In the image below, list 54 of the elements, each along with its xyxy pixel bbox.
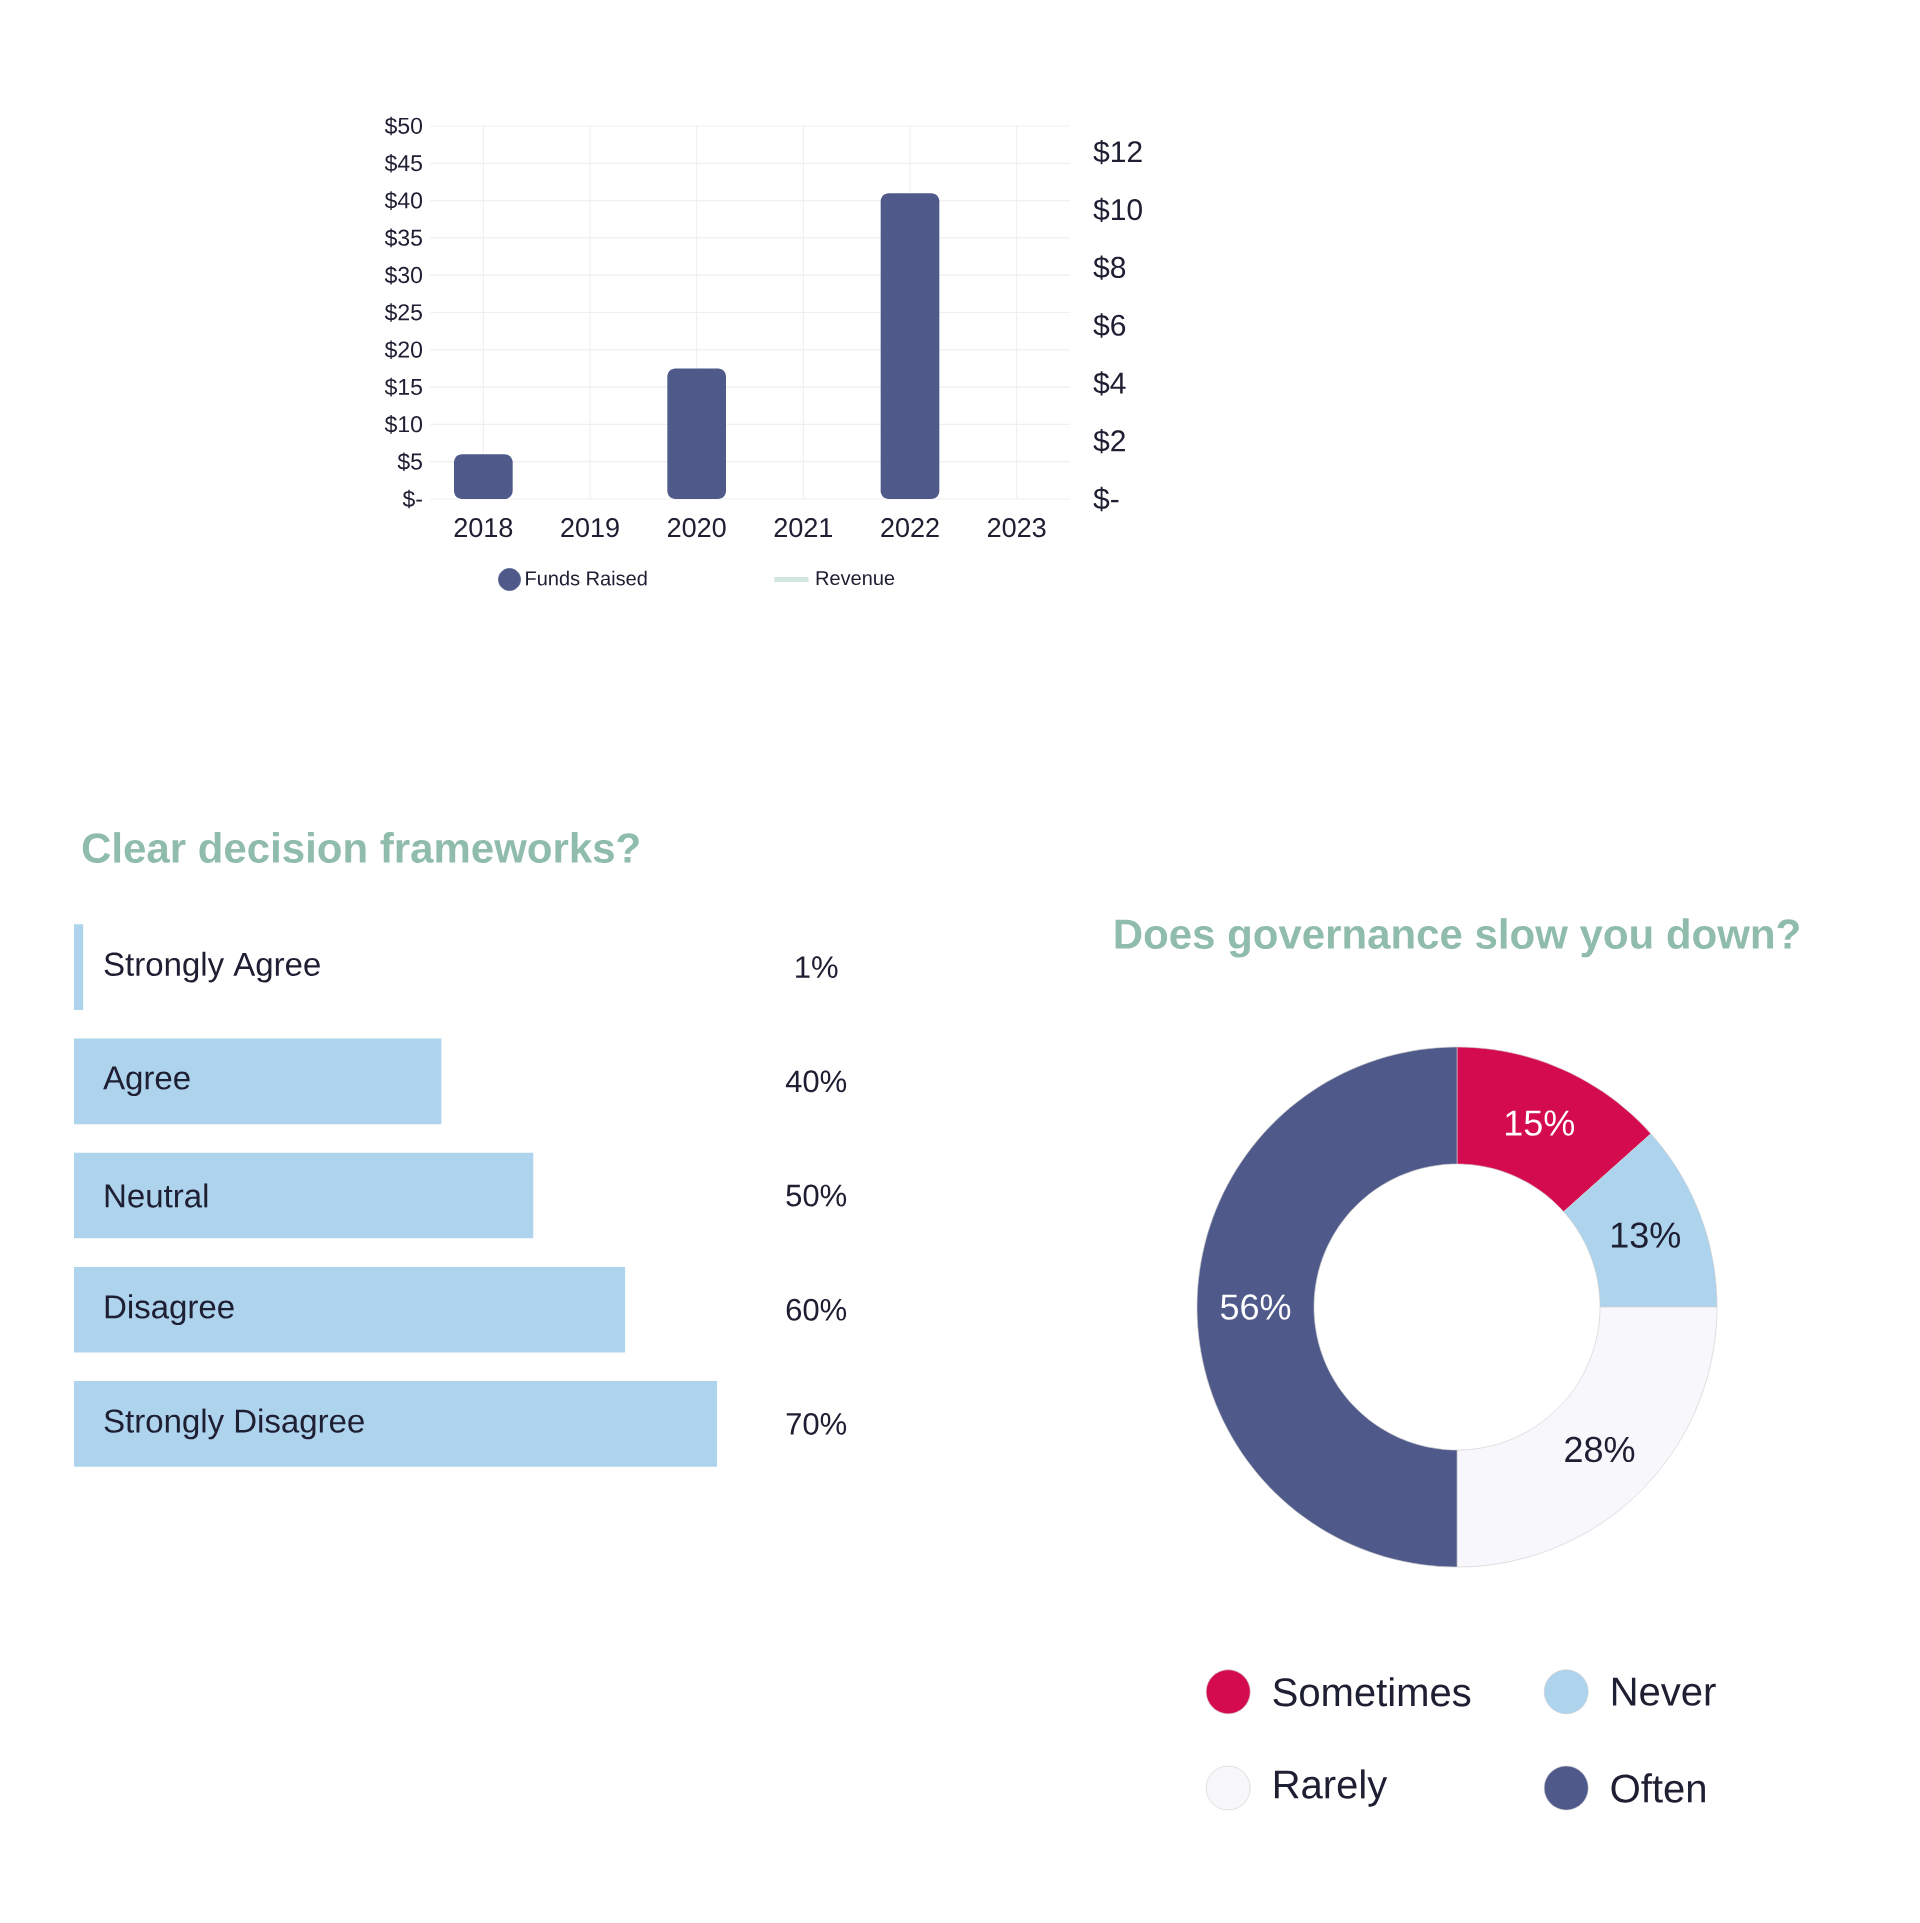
x-tick-label: 2023 [987, 518, 1046, 538]
bar [74, 1038, 442, 1125]
legend-label: Often [1611, 1773, 1705, 1803]
data-label: 70% [786, 1412, 847, 1435]
y-tick-label: $25 [384, 303, 422, 322]
data-label: 15% [1506, 1110, 1575, 1136]
y-tick-label: $30 [384, 265, 423, 285]
y-tick-label: $- [402, 489, 422, 509]
x-tick-label: 2021 [774, 518, 833, 538]
y-tick-label: $15 [384, 377, 422, 397]
legend-label: Rarely [1274, 1769, 1388, 1807]
x-tick-label: 2019 [561, 518, 619, 538]
data-label: 1% [796, 956, 838, 978]
bar [74, 1152, 534, 1239]
bar [880, 193, 940, 499]
bar [667, 368, 726, 499]
y2-tick-label: $8 [1093, 255, 1126, 280]
y2-tick-label: $12 [1093, 139, 1142, 165]
y-tick-label: Disagree [105, 1294, 234, 1326]
y2-tick-label: $2 [1093, 429, 1125, 454]
data-label: 28% [1565, 1436, 1635, 1463]
legend-label: Funds Raised [526, 570, 647, 586]
y2-tick-label: $10 [1093, 197, 1142, 222]
x-tick-label: 2018 [454, 518, 513, 538]
y-tick-label: $50 [384, 116, 423, 136]
bar [74, 924, 84, 1010]
bar [74, 1266, 626, 1353]
bar [74, 1381, 717, 1467]
y-tick-label: Strongly Disagree [104, 1408, 364, 1440]
y-tick-label: Strongly Agree [104, 951, 320, 983]
data-label: 60% [786, 1298, 847, 1321]
y2-tick-label: $- [1093, 486, 1119, 512]
y-tick-label: $45 [384, 153, 422, 173]
bar [454, 454, 513, 499]
y-tick-label: $35 [384, 228, 422, 248]
y-tick-label: $40 [384, 191, 423, 210]
x-tick-label: 2020 [667, 518, 726, 538]
chart-title: Does governance slow you down? [1115, 918, 1799, 958]
legend-label: Revenue [816, 571, 895, 586]
y2-tick-label: $4 [1093, 371, 1126, 396]
y-tick-label: Neutral [105, 1183, 208, 1208]
data-label: 13% [1611, 1222, 1680, 1248]
y-tick-label: $20 [384, 340, 423, 360]
chart-title: Clear decision frameworks? [82, 832, 639, 863]
y-tick-label: Agree [103, 1066, 190, 1097]
data-label: 56% [1220, 1294, 1291, 1320]
y-tick-label: $5 [397, 452, 422, 472]
legend-label: Never [1612, 1677, 1716, 1706]
x-tick-label: 2022 [881, 518, 939, 538]
y-tick-label: $10 [384, 415, 423, 434]
legend-label: Sometimes [1273, 1677, 1471, 1707]
data-label: 50% [786, 1184, 847, 1207]
data-label: 40% [785, 1070, 847, 1093]
y2-tick-label: $6 [1093, 313, 1126, 338]
